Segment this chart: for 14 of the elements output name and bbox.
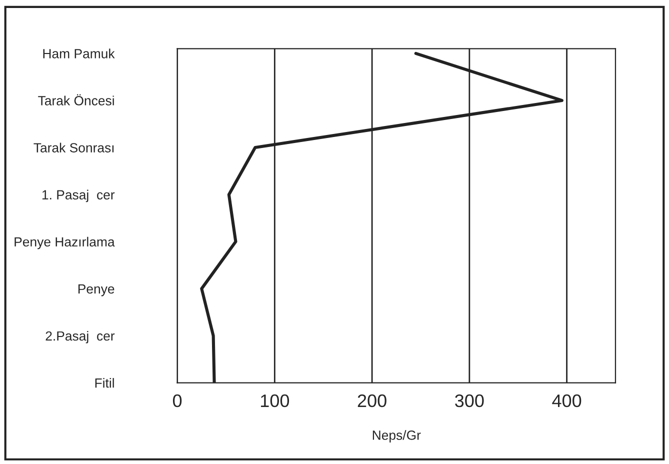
y-tick-label: Penye Hazırlama [14,236,115,250]
y-tick-label: 2.Pasaj cer [46,330,115,344]
y-tick-label: Tarak Sonrası [34,142,114,152]
x-tick-label: 400 [552,394,582,408]
x-tick-label: 0 [172,394,182,408]
x-axis-title: Neps/Gr [372,430,421,442]
y-tick-label: Fitil [95,378,114,388]
y-tick-label: Tarak Öncesi [38,94,114,106]
y-tick-label: Penye [78,284,114,296]
x-tick-label: 200 [358,394,386,408]
y-tick-label: Ham Pamuk [43,48,115,58]
y-tick-label: 1. Pasaj cer [42,190,115,202]
x-tick-label: 300 [455,394,484,408]
x-tick-label: 100 [260,394,290,408]
